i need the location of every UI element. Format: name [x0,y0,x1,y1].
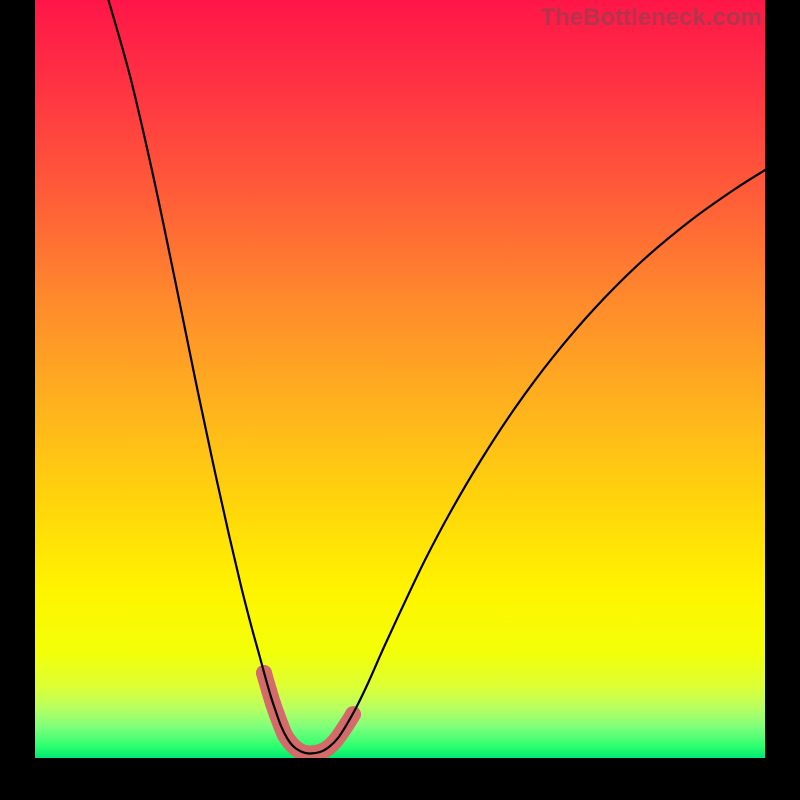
curve-highlight [256,665,361,758]
bottleneck-curve [107,0,765,754]
chart-area [35,0,765,758]
watermark-text: TheBottleneck.com [541,4,762,32]
bottleneck-curve-chart [35,0,765,758]
